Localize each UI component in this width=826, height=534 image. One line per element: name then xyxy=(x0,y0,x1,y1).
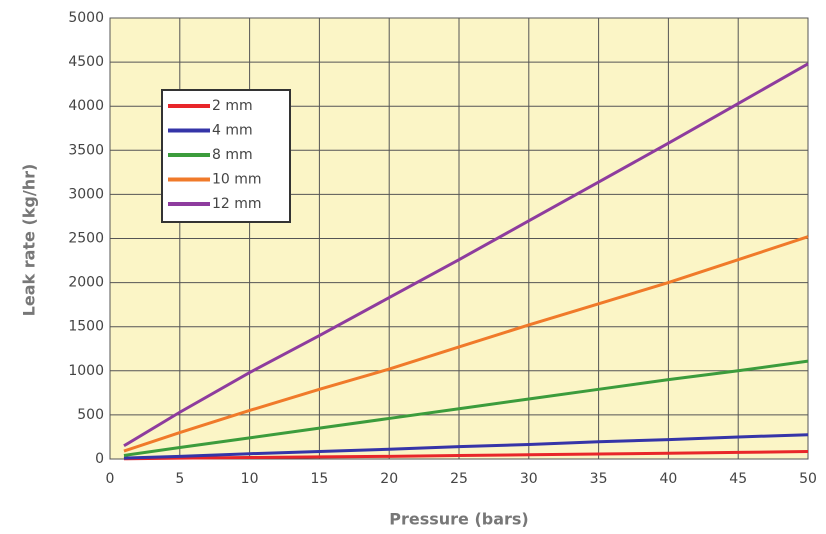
x-axis-title: Pressure (bars) xyxy=(389,510,529,529)
legend: 2 mm 4 mm 8 mm 10 mm 12 mm xyxy=(162,90,290,222)
x-tick-label: 20 xyxy=(380,471,398,487)
x-tick-label: 30 xyxy=(520,471,538,487)
y-tick-label: 500 xyxy=(77,407,104,423)
x-tick-label: 50 xyxy=(799,471,817,487)
y-axis-title: Leak rate (kg/hr) xyxy=(20,164,39,317)
legend-label: 2 mm xyxy=(212,98,253,114)
x-tick-label: 10 xyxy=(241,471,259,487)
y-tick-label: 4000 xyxy=(68,98,104,114)
chart: Pressure (bars) Leak rate (kg/hr) 050010… xyxy=(0,0,826,534)
x-tick-label: 35 xyxy=(590,471,608,487)
y-tick-label: 2500 xyxy=(68,231,104,247)
x-tick-label: 0 xyxy=(106,471,115,487)
x-tick-label: 25 xyxy=(450,471,468,487)
legend-label: 4 mm xyxy=(212,123,253,139)
x-tick-label: 45 xyxy=(729,471,747,487)
x-tick-label: 15 xyxy=(310,471,328,487)
y-tick-label: 1500 xyxy=(68,319,104,335)
y-tick-label: 5000 xyxy=(68,10,104,26)
legend-label: 10 mm xyxy=(212,172,262,188)
y-tick-label: 1000 xyxy=(68,363,104,379)
x-tick-label: 40 xyxy=(659,471,677,487)
y-tick-label: 4500 xyxy=(68,54,104,70)
legend-label: 12 mm xyxy=(212,196,262,212)
y-tick-label: 2000 xyxy=(68,275,104,291)
y-tick-label: 3000 xyxy=(68,186,104,202)
y-tick-label: 0 xyxy=(95,451,104,467)
y-tick-label: 3500 xyxy=(68,142,104,158)
legend-label: 8 mm xyxy=(212,147,253,163)
x-tick-label: 5 xyxy=(175,471,184,487)
